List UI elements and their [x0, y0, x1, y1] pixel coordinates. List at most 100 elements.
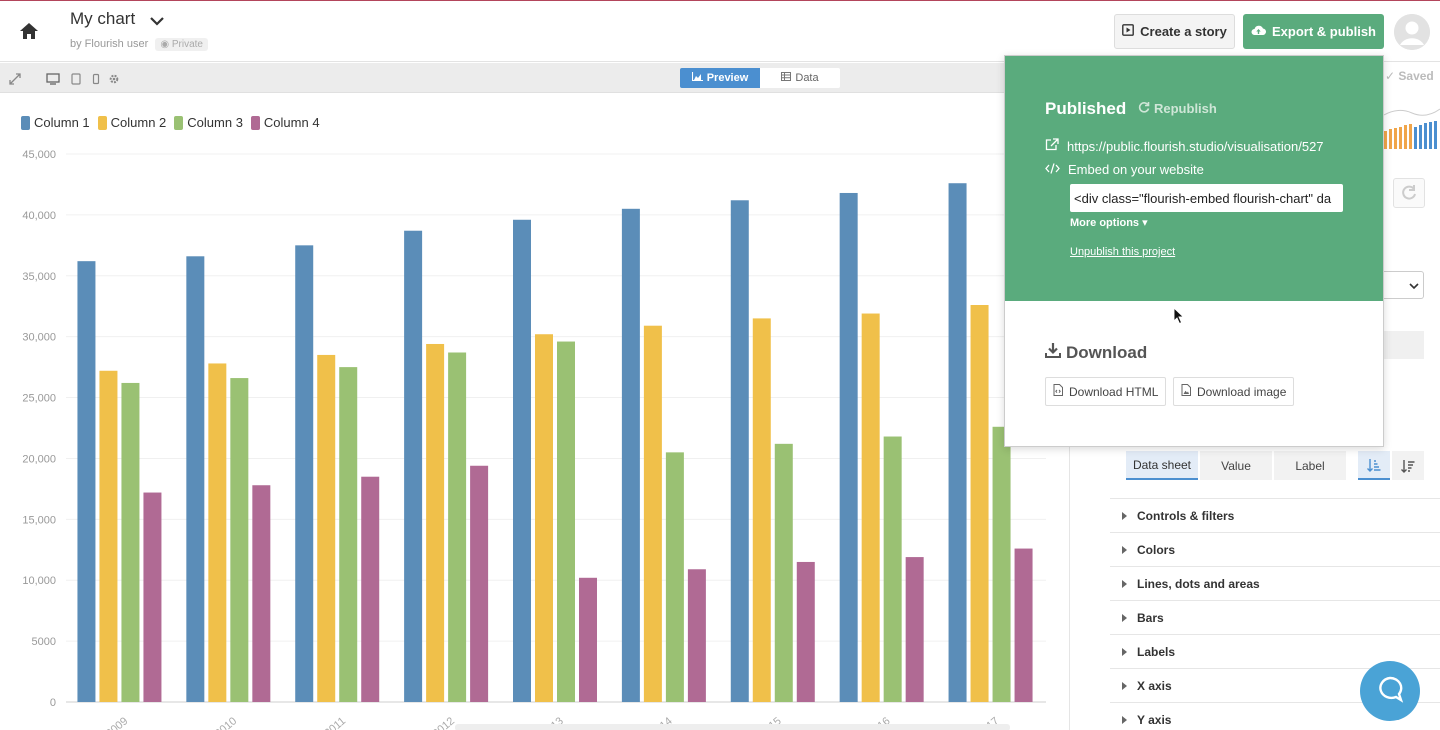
section-colors[interactable]: Colors [1110, 532, 1440, 566]
legend-label: Column 4 [263, 115, 320, 130]
bar [992, 426, 1011, 702]
section-y-axis[interactable]: Y axis [1110, 702, 1440, 730]
bar [404, 230, 423, 702]
section-label: Lines, dots and areas [1137, 576, 1260, 591]
refresh-button[interactable] [1393, 178, 1425, 208]
bar [317, 354, 336, 702]
legend-item[interactable]: Column 2 [97, 115, 166, 130]
private-label: Private [171, 39, 203, 50]
tab-value[interactable]: Value [1200, 451, 1272, 480]
y-tick-label: 20,000 [22, 453, 56, 465]
y-tick-label: 0 [50, 697, 56, 709]
mouse-cursor-icon [1173, 306, 1185, 330]
tab-label[interactable]: Label [1274, 451, 1346, 480]
bar [557, 341, 575, 702]
y-tick-label: 25,000 [22, 393, 56, 405]
disabled-field [1384, 331, 1424, 359]
section-x-axis[interactable]: X axis [1110, 668, 1440, 702]
column-mode-tabs: Data sheet Value Label [1126, 451, 1346, 480]
saved-status-label: Saved [1398, 69, 1434, 83]
home-icon[interactable] [18, 20, 40, 42]
external-link-icon [1045, 138, 1059, 154]
settings-gear-icon[interactable] [108, 72, 120, 84]
download-heading: Download [1045, 342, 1147, 363]
sort-ascending-icon[interactable] [1358, 451, 1390, 480]
published-title: Published [1045, 99, 1127, 118]
download-image-button[interactable]: Download image [1173, 377, 1295, 406]
legend-swatch [250, 115, 260, 130]
y-tick-label: 5000 [32, 636, 56, 648]
bar [448, 352, 467, 702]
bar [99, 370, 118, 702]
section-label: Controls & filters [1137, 508, 1235, 523]
fullscreen-icon[interactable] [9, 72, 21, 85]
tab-data[interactable]: Data [760, 68, 840, 88]
section-bars[interactable]: Bars [1110, 600, 1440, 634]
mobile-view-icon[interactable] [90, 72, 102, 85]
section-label: Colors [1137, 542, 1176, 557]
tab-data-label: Data [795, 72, 819, 84]
caret-down-icon: ▾ [1142, 217, 1148, 229]
legend-swatch [21, 115, 30, 130]
download-html-label: Download HTML [1069, 384, 1159, 399]
tab-data-sheet[interactable]: Data sheet [1126, 451, 1198, 480]
bar [752, 318, 771, 702]
bar-chart: 0 5000 10,000 15,000 20,000 25,000 30,000 35,00… [22, 149, 1046, 730]
bar [579, 577, 597, 702]
section-label: X axis [1137, 678, 1172, 693]
section-labels[interactable]: Labels [1110, 634, 1440, 668]
privacy-badge: ◉ Private [155, 38, 208, 51]
caret-right-icon [1122, 681, 1127, 690]
more-options-toggle[interactable]: More options ▾ [1070, 216, 1148, 229]
legend-item[interactable]: Column 4 [250, 115, 320, 130]
published-url-link[interactable]: https://public.flourish.studio/visualisa… [1045, 138, 1345, 154]
export-publish-popup: Published Republish https://public.flour… [1004, 55, 1384, 447]
download-icon [1045, 342, 1061, 363]
byline: by Flourish user ◉ Private [70, 38, 208, 51]
page-title: My chart [70, 9, 136, 28]
create-story-button[interactable]: Create a story [1114, 14, 1235, 49]
desktop-view-icon[interactable] [46, 72, 60, 85]
settings-sections: Controls & filters Colors Lines, dots an… [1110, 498, 1440, 730]
chart-legend: Column 1 Column 2 Column 3 Column 4 [21, 115, 320, 130]
embed-heading: Embed on your website [1045, 162, 1204, 177]
bar [208, 363, 227, 702]
bar [861, 313, 880, 702]
bar [883, 436, 902, 702]
x-tick-label: 2011 [322, 715, 348, 730]
legend-item[interactable]: Column 1 [21, 115, 90, 130]
tab-preview[interactable]: Preview [680, 68, 760, 88]
refresh-icon [1138, 101, 1150, 116]
caret-right-icon [1122, 579, 1127, 588]
author-label: by Flourish user [70, 38, 149, 50]
tablet-view-icon[interactable] [70, 72, 82, 85]
legend-label: Column 1 [34, 115, 90, 130]
bar [426, 343, 445, 702]
template-thumbnail[interactable] [1384, 101, 1440, 149]
legend-label: Column 3 [187, 115, 243, 130]
unpublish-link[interactable]: Unpublish this project [1070, 246, 1176, 258]
republish-button[interactable]: Republish [1138, 101, 1217, 116]
help-chat-button[interactable] [1360, 661, 1420, 721]
avatar[interactable] [1394, 14, 1430, 50]
bar [470, 465, 489, 702]
export-publish-button[interactable]: Export & publish [1243, 14, 1384, 49]
section-lines-dots-areas[interactable]: Lines, dots and areas [1110, 566, 1440, 600]
chart-title-dropdown[interactable]: My chart [70, 9, 164, 31]
bar [796, 561, 815, 702]
chart-preview: 0 5000 10,000 15,000 20,000 25,000 30,000 35,00… [0, 94, 1070, 730]
cloud-upload-icon [1251, 24, 1267, 39]
template-select[interactable] [1384, 271, 1424, 299]
more-options-label: More options [1070, 217, 1140, 229]
y-tick-label: 45,000 [22, 149, 56, 161]
caret-right-icon [1122, 715, 1127, 724]
y-tick-label: 40,000 [22, 210, 56, 222]
legend-item[interactable]: Column 3 [174, 115, 243, 130]
bar [295, 245, 314, 703]
download-html-button[interactable]: Download HTML [1045, 377, 1167, 406]
sort-descending-icon[interactable] [1392, 451, 1424, 480]
section-controls-filters[interactable]: Controls & filters [1110, 498, 1440, 532]
caret-right-icon [1122, 647, 1127, 656]
embed-code-field[interactable] [1070, 184, 1343, 212]
bar [1014, 548, 1033, 702]
